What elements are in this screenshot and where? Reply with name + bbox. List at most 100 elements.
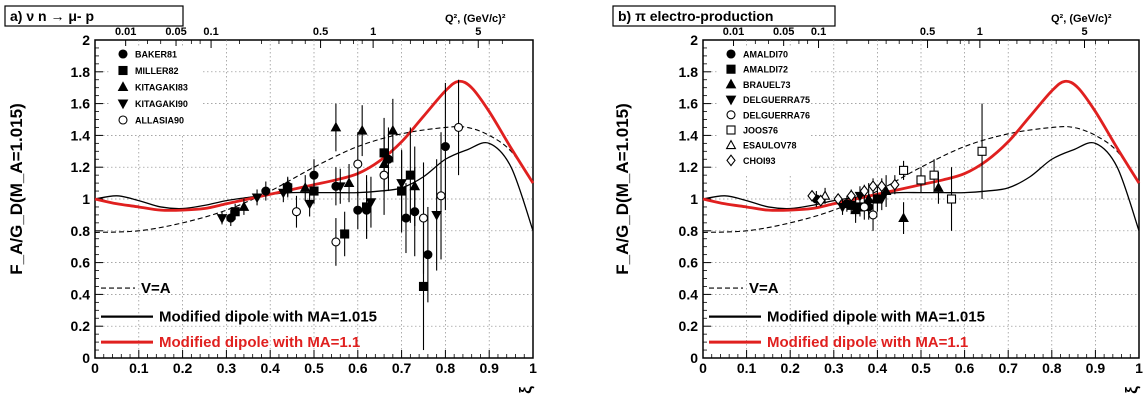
y-tick-label: 0.2 bbox=[679, 318, 699, 334]
x-tick-label: 0.1 bbox=[129, 360, 149, 376]
legend-label: DELGUERRA75 bbox=[743, 95, 810, 105]
x-tick-label: 0.6 bbox=[955, 360, 975, 376]
data-point bbox=[353, 205, 363, 215]
data-point bbox=[876, 195, 888, 205]
data-point bbox=[304, 199, 315, 210]
top-tick-label: 1 bbox=[370, 26, 376, 38]
data-point bbox=[365, 198, 377, 208]
data-point bbox=[216, 214, 228, 224]
x-tick-label: 0.2 bbox=[780, 360, 800, 376]
y-tick-label: 0.8 bbox=[71, 223, 91, 239]
data-point bbox=[859, 184, 870, 198]
data-point bbox=[846, 189, 856, 202]
legend-label: DELGUERRA76 bbox=[743, 110, 810, 120]
data-point bbox=[431, 210, 442, 221]
legend-marker bbox=[117, 99, 129, 110]
x-tick-label: 0.9 bbox=[1086, 360, 1106, 376]
legend-label: BAKER81 bbox=[135, 50, 177, 60]
data-point bbox=[331, 237, 341, 247]
x-tick-label: 0.1 bbox=[737, 360, 757, 376]
data-point bbox=[356, 124, 368, 135]
data-point bbox=[343, 177, 355, 188]
y-tick-label: 1.8 bbox=[71, 64, 91, 80]
y-tick-label: 1.2 bbox=[679, 159, 699, 175]
x-tick-label: 0.4 bbox=[260, 360, 280, 376]
data-point bbox=[898, 212, 909, 223]
legend-label: ESAULOV78 bbox=[743, 141, 797, 151]
legend-marker bbox=[725, 139, 737, 150]
data-point bbox=[977, 146, 987, 156]
data-point bbox=[309, 186, 319, 196]
legend-label: AMALDI70 bbox=[743, 50, 788, 60]
legend-label: ALLASIA90 bbox=[135, 116, 184, 126]
x-tick-label: 1 bbox=[529, 360, 537, 376]
series-2 bbox=[850, 171, 944, 234]
data-point bbox=[278, 188, 289, 199]
data-point bbox=[405, 170, 415, 180]
data-point bbox=[880, 185, 892, 195]
data-point bbox=[396, 179, 407, 189]
legend-label: BRAUEL73 bbox=[743, 80, 791, 90]
series-3 bbox=[837, 186, 888, 215]
legend-label: AMALDI72 bbox=[743, 65, 788, 75]
legend-label: JOOS76 bbox=[743, 126, 778, 136]
data-point bbox=[890, 178, 900, 191]
data-point bbox=[409, 180, 421, 191]
chart-panel-a: 0 0.1 0.2 0.3 0.4 0.5 0.6 0.7 0.8 0.9 1 0 0.2 0.4 0.6 0… bbox=[4, 5, 537, 394]
top-tick-label: 5 bbox=[1081, 26, 1087, 38]
data-point bbox=[440, 141, 450, 152]
series-4 bbox=[859, 194, 878, 231]
data-point bbox=[868, 180, 878, 193]
data-point bbox=[353, 159, 363, 169]
top-tick-label: 0.1 bbox=[811, 26, 826, 38]
y-tick-label: 1 bbox=[690, 191, 698, 207]
curve-legend-label: Modified dipole with MA=1.015 bbox=[767, 309, 985, 326]
y-tick-label: 1 bbox=[82, 191, 90, 207]
data-point bbox=[251, 193, 263, 204]
x-tick-label: 1 bbox=[1135, 360, 1143, 376]
x-tick-label: 0 bbox=[699, 360, 707, 376]
x-tick-label: 0.8 bbox=[1042, 360, 1062, 376]
legend-marker bbox=[726, 49, 736, 59]
y-axis-title: F_A/G_D(M_A=1.015) bbox=[613, 103, 632, 274]
data-point bbox=[261, 186, 271, 196]
y-tick-label: 1.4 bbox=[71, 127, 91, 143]
x-tick-label: 0.3 bbox=[824, 360, 844, 376]
x-tick-label: 0.6 bbox=[348, 360, 368, 376]
data-point bbox=[387, 124, 399, 135]
y-tick-label: 0.6 bbox=[679, 255, 699, 271]
data-point bbox=[946, 194, 957, 204]
top-tick-label: 0.1 bbox=[203, 26, 218, 38]
legend-marker bbox=[726, 110, 736, 120]
data-point bbox=[309, 170, 319, 180]
legend-label: CHOI93 bbox=[743, 156, 776, 166]
data-point bbox=[401, 213, 411, 223]
data-point bbox=[863, 193, 875, 203]
data-point bbox=[453, 122, 464, 132]
data-point bbox=[807, 189, 817, 202]
data-point bbox=[833, 192, 843, 206]
data-point bbox=[291, 207, 302, 217]
curve-legend-label: Modified dipole with MA=1.1 bbox=[159, 334, 360, 351]
data-point bbox=[854, 191, 866, 202]
y-tick-label: 0.4 bbox=[71, 286, 91, 302]
y-tick-label: 2 bbox=[690, 32, 698, 48]
x-tick-label: 0.7 bbox=[392, 360, 412, 376]
y-tick-label: 0 bbox=[690, 350, 698, 366]
x-tick-label: 0.5 bbox=[911, 360, 931, 376]
series-7 bbox=[807, 175, 900, 207]
series-6 bbox=[819, 187, 831, 204]
data-point bbox=[436, 191, 446, 201]
x-tick-label: 0.7 bbox=[998, 360, 1018, 376]
data-point bbox=[299, 182, 311, 192]
y-tick-label: 1.6 bbox=[71, 96, 91, 112]
curve-line-2 bbox=[94, 79, 535, 212]
y-tick-label: 0.2 bbox=[71, 318, 91, 334]
data-point bbox=[418, 213, 429, 223]
y-tick-label: 0.8 bbox=[679, 223, 699, 239]
data-point bbox=[238, 201, 250, 211]
data-point bbox=[837, 203, 848, 213]
series-3 bbox=[216, 151, 442, 271]
top-tick-label: 0.5 bbox=[313, 26, 328, 38]
legend-marker bbox=[726, 125, 736, 135]
